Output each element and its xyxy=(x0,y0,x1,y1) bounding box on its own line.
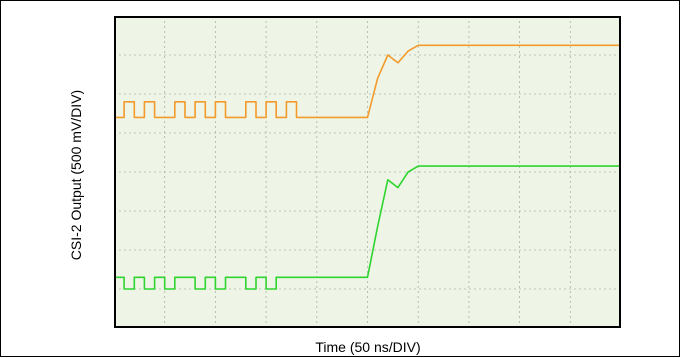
y-axis-label: CSI-2 Output (500 mV/DIV) xyxy=(68,89,84,261)
traces xyxy=(114,44,621,290)
trace-line-2 xyxy=(114,165,621,290)
plot-border xyxy=(114,16,621,328)
trace-line-1 xyxy=(114,44,621,119)
grid xyxy=(114,16,621,328)
x-axis-label: Time (50 ns/DIV) xyxy=(315,339,421,355)
